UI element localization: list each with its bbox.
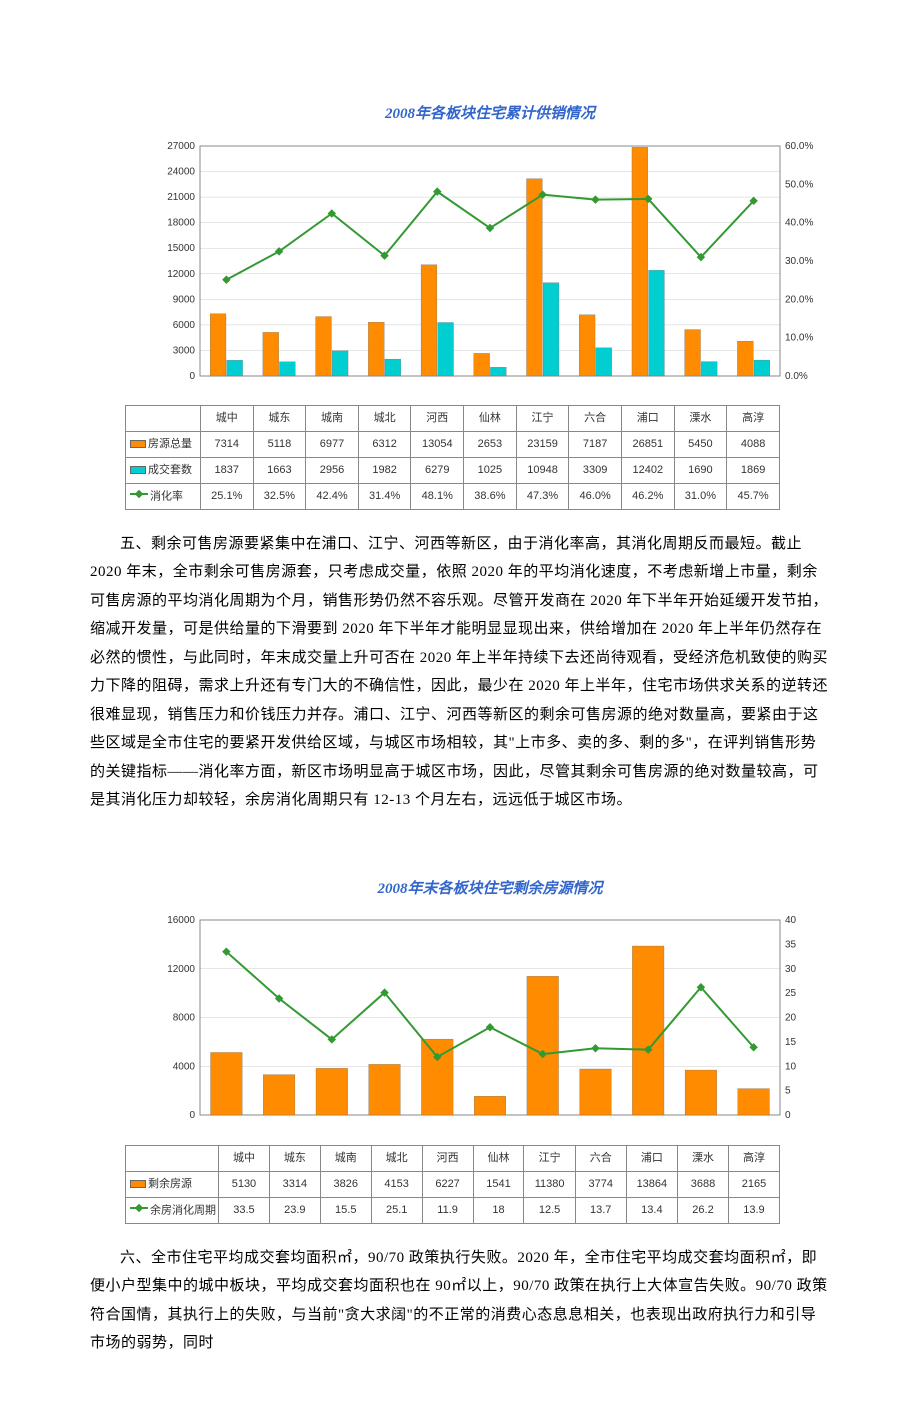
chart-2-title: 2008年末各板块住宅剩余房源情况 xyxy=(150,875,830,904)
chart-2-plot: 0 4000 8000 12000 16000 0 5 10 15 20 25 30 35 40 xyxy=(150,915,830,1146)
svg-text:3000: 3000 xyxy=(173,345,196,356)
paragraph-five: 五、剩余可售房源要紧集中在浦口、江宁、河西等新区，由于消化率高，其消化周期反而最… xyxy=(90,530,830,815)
svg-text:6000: 6000 xyxy=(173,319,196,330)
svg-text:35: 35 xyxy=(785,940,797,951)
svg-text:10.0%: 10.0% xyxy=(785,332,813,343)
svg-text:40: 40 xyxy=(785,915,797,926)
svg-text:30.0%: 30.0% xyxy=(785,256,813,267)
svg-text:4000: 4000 xyxy=(173,1062,196,1073)
paragraph-six: 六、全市住宅平均成交套均面积㎡，90/70 政策执行失败。2020 年，全市住宅… xyxy=(90,1244,830,1358)
svg-text:24000: 24000 xyxy=(167,166,195,177)
svg-text:15000: 15000 xyxy=(167,243,195,254)
chart-1-title: 2008年各板块住宅累计供销情况 xyxy=(150,100,830,129)
chart-1-plot: 0 3000 6000 9000 12000 15000 18000 21000 24000 27… xyxy=(150,141,830,407)
svg-text:12000: 12000 xyxy=(167,964,195,975)
svg-text:30: 30 xyxy=(785,964,797,975)
svg-text:16000: 16000 xyxy=(167,915,195,926)
svg-text:25: 25 xyxy=(785,989,797,1000)
svg-text:8000: 8000 xyxy=(173,1013,196,1024)
svg-text:5: 5 xyxy=(785,1086,791,1097)
svg-text:50.0%: 50.0% xyxy=(785,179,813,190)
svg-text:12000: 12000 xyxy=(167,268,195,279)
svg-text:27000: 27000 xyxy=(167,141,195,152)
svg-text:0: 0 xyxy=(785,1110,791,1121)
chart-2-block: 2008年末各板块住宅剩余房源情况 0 4000 8000 12000 16000 0 5 1… xyxy=(150,875,830,1224)
svg-text:20: 20 xyxy=(785,1013,797,1024)
svg-text:10: 10 xyxy=(785,1062,797,1073)
svg-text:40.0%: 40.0% xyxy=(785,217,813,228)
svg-text:60.0%: 60.0% xyxy=(785,141,813,152)
chart-2-svg: 0 4000 8000 12000 16000 0 5 10 15 20 25 30 35 40 xyxy=(150,915,830,1135)
svg-text:20.0%: 20.0% xyxy=(785,294,813,305)
svg-text:0: 0 xyxy=(189,1110,195,1121)
chart-1-block: 2008年各板块住宅累计供销情况 0 3000 6000 9000 12000 15000… xyxy=(150,100,830,510)
svg-text:0.0%: 0.0% xyxy=(785,371,808,382)
chart-2-data-table: 城中城东城南城北河西仙林江宁六合浦口溧水高淳剩余房源51303314382641… xyxy=(125,1145,780,1224)
chart-1-data-table: 城中城东城南城北河西仙林江宁六合浦口溧水高淳房源总量73145118697763… xyxy=(125,405,780,510)
svg-text:21000: 21000 xyxy=(167,192,195,203)
svg-text:15: 15 xyxy=(785,1037,797,1048)
svg-text:0: 0 xyxy=(189,371,195,382)
svg-text:9000: 9000 xyxy=(173,294,196,305)
chart-1-svg: 0 3000 6000 9000 12000 15000 18000 21000 24000 27… xyxy=(150,141,830,396)
svg-text:18000: 18000 xyxy=(167,217,195,228)
